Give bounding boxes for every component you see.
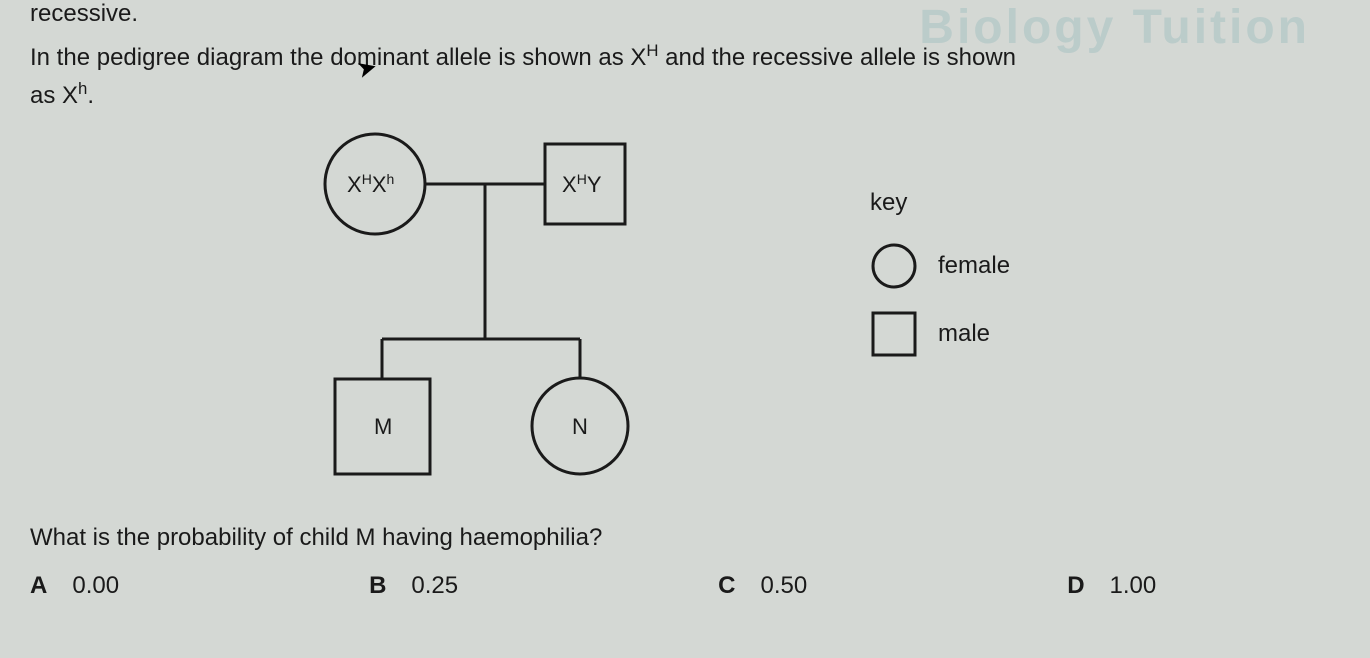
option-a[interactable]: A 0.00 [30, 572, 119, 600]
key-title: key [870, 189, 1010, 217]
key-female-label: female [938, 252, 1010, 280]
option-a-value: 0.00 [72, 572, 119, 600]
key-male-label: male [938, 320, 990, 348]
intro-line1-sup: H [646, 41, 658, 60]
mother-label: XHXh [347, 171, 394, 197]
pedigree-diagram: XHXh XHY M N [280, 129, 700, 489]
watermark-text: Biology Tuition [919, 0, 1310, 55]
legend-key: key female male [870, 189, 1010, 378]
key-female-row: female [870, 242, 1010, 290]
option-c-value: 0.50 [760, 572, 807, 600]
key-male-row: male [870, 310, 1010, 358]
option-b[interactable]: B 0.25 [369, 572, 458, 600]
option-b-letter: B [369, 572, 386, 600]
diagram-container: XHXh XHY M N key female [0, 129, 1370, 509]
option-d-value: 1.00 [1110, 572, 1157, 600]
option-d[interactable]: D 1.00 [1067, 572, 1156, 600]
child-m-label: M [374, 414, 392, 439]
question-text: What is the probability of child M havin… [0, 509, 1370, 562]
option-c[interactable]: C 0.50 [718, 572, 807, 600]
option-c-letter: C [718, 572, 735, 600]
intro-line2-b: . [87, 82, 94, 109]
option-d-letter: D [1067, 572, 1084, 600]
intro-line2-sup: h [78, 79, 87, 98]
intro-line1-a: In the pedigree diagram the dominant all… [30, 44, 646, 71]
intro-line2-a: as X [30, 82, 78, 109]
female-icon [870, 242, 918, 290]
answer-options: A 0.00 B 0.25 C 0.50 D 1.00 [0, 562, 1370, 610]
father-label: XHY [562, 171, 602, 197]
option-b-value: 0.25 [411, 572, 458, 600]
child-n-label: N [572, 414, 588, 439]
option-a-letter: A [30, 572, 47, 600]
male-icon [870, 310, 918, 358]
